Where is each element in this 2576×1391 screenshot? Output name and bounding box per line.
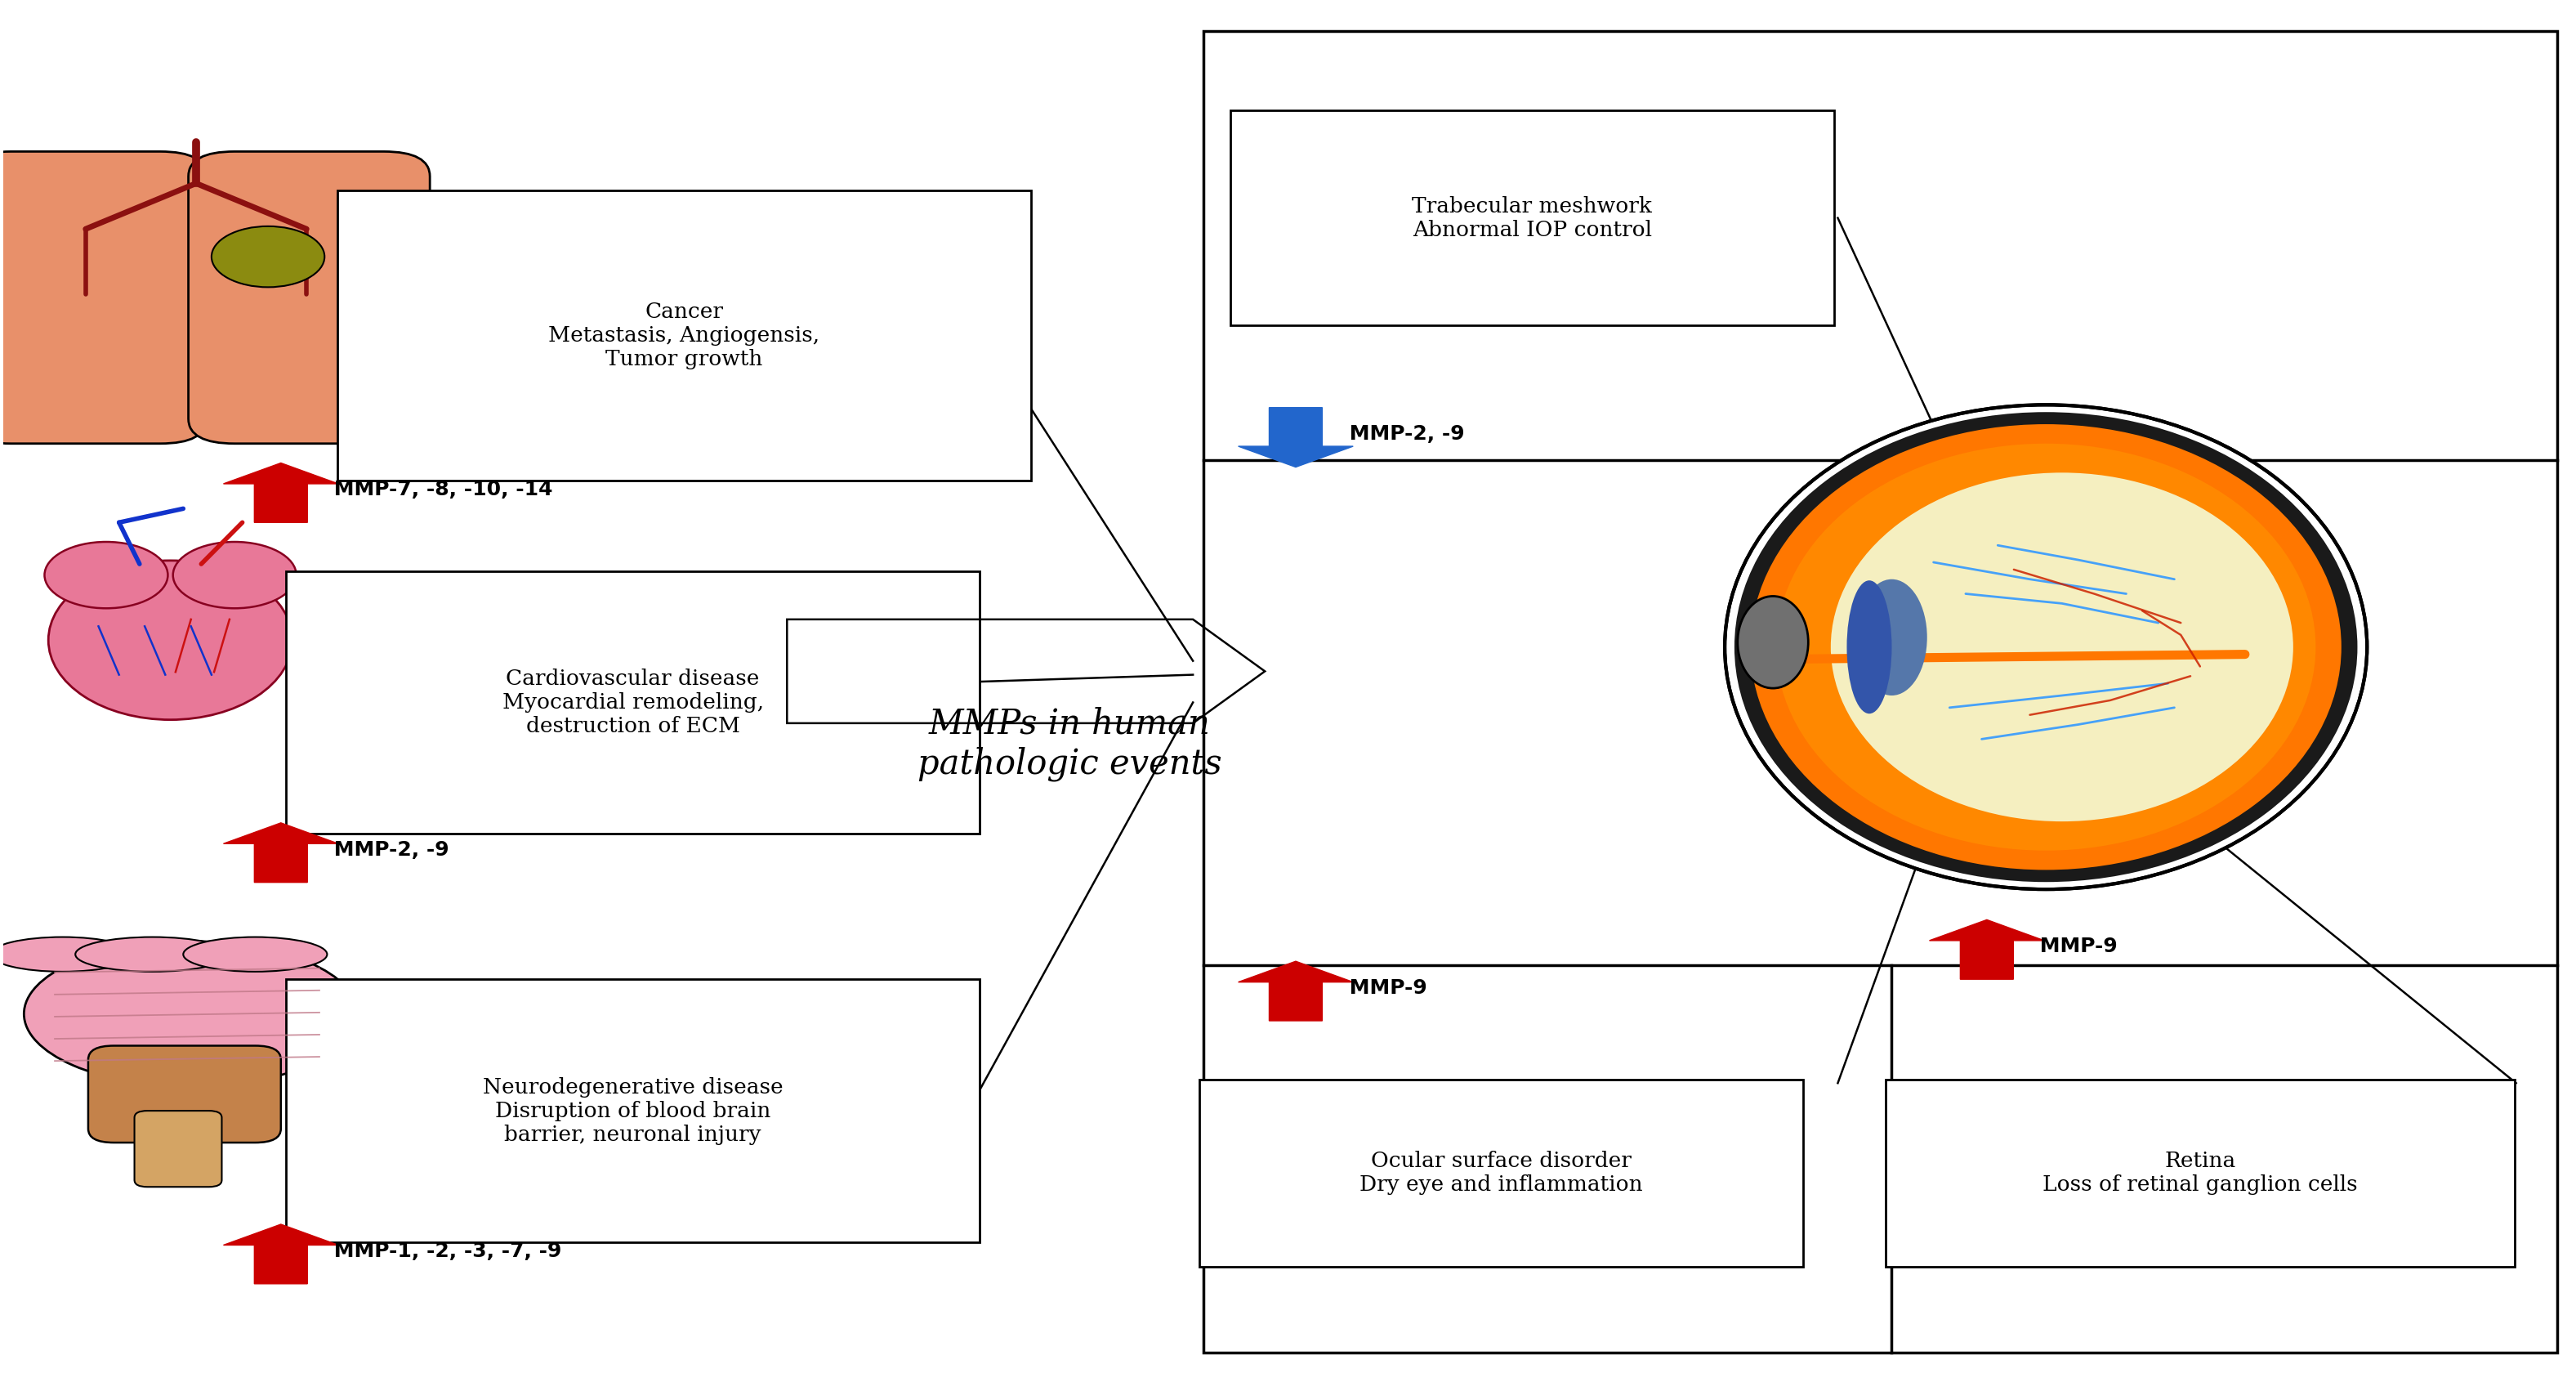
Ellipse shape <box>1739 597 1808 689</box>
Ellipse shape <box>0 938 134 972</box>
Text: Retina
Loss of retinal ganglion cells: Retina Loss of retinal ganglion cells <box>2043 1150 2357 1195</box>
FancyBboxPatch shape <box>286 570 979 835</box>
FancyBboxPatch shape <box>88 1046 281 1142</box>
Ellipse shape <box>1734 412 2357 882</box>
Text: MMP-1, -2, -3, -7, -9: MMP-1, -2, -3, -7, -9 <box>327 1241 562 1260</box>
Polygon shape <box>224 463 337 523</box>
Polygon shape <box>1239 408 1352 467</box>
Ellipse shape <box>44 542 167 608</box>
Ellipse shape <box>75 938 229 972</box>
Ellipse shape <box>23 942 358 1086</box>
Ellipse shape <box>1832 473 2293 822</box>
FancyBboxPatch shape <box>134 1111 222 1187</box>
FancyBboxPatch shape <box>286 979 979 1242</box>
Polygon shape <box>224 1224 337 1284</box>
Ellipse shape <box>173 542 296 608</box>
Ellipse shape <box>1775 444 2316 850</box>
FancyBboxPatch shape <box>1200 1079 1803 1266</box>
Polygon shape <box>1929 919 2045 979</box>
FancyBboxPatch shape <box>0 152 206 444</box>
FancyBboxPatch shape <box>1231 111 1834 325</box>
Ellipse shape <box>49 561 294 719</box>
Ellipse shape <box>1752 424 2342 869</box>
Circle shape <box>211 227 325 287</box>
Ellipse shape <box>1857 579 1927 696</box>
Text: MMP-9: MMP-9 <box>1342 978 1427 997</box>
Text: Trabecular meshwork
Abnormal IOP control: Trabecular meshwork Abnormal IOP control <box>1412 196 1651 241</box>
Polygon shape <box>1239 961 1352 1021</box>
Polygon shape <box>224 823 337 882</box>
Text: MMP-2, -9: MMP-2, -9 <box>1342 424 1463 444</box>
Text: Ocular surface disorder
Dry eye and inflammation: Ocular surface disorder Dry eye and infl… <box>1360 1150 1643 1195</box>
Ellipse shape <box>1726 405 2367 889</box>
FancyBboxPatch shape <box>337 191 1030 481</box>
Ellipse shape <box>1847 580 1891 714</box>
Text: MMPs in human
pathologic events: MMPs in human pathologic events <box>917 707 1221 782</box>
FancyBboxPatch shape <box>188 152 430 444</box>
Text: Neurodegenerative disease
Disruption of blood brain
barrier, neuronal injury: Neurodegenerative disease Disruption of … <box>482 1077 783 1145</box>
Text: MMP-9: MMP-9 <box>2032 936 2117 957</box>
Ellipse shape <box>183 938 327 972</box>
Text: Cardiovascular disease
Myocardial remodeling,
destruction of ECM: Cardiovascular disease Myocardial remode… <box>502 669 762 736</box>
Text: Cancer
Metastasis, Angiogensis,
Tumor growth: Cancer Metastasis, Angiogensis, Tumor gr… <box>549 302 819 370</box>
Text: MMP-2, -9: MMP-2, -9 <box>327 840 448 860</box>
Text: MMP-7, -8, -10, -14: MMP-7, -8, -10, -14 <box>327 480 554 499</box>
FancyBboxPatch shape <box>1886 1079 2514 1266</box>
